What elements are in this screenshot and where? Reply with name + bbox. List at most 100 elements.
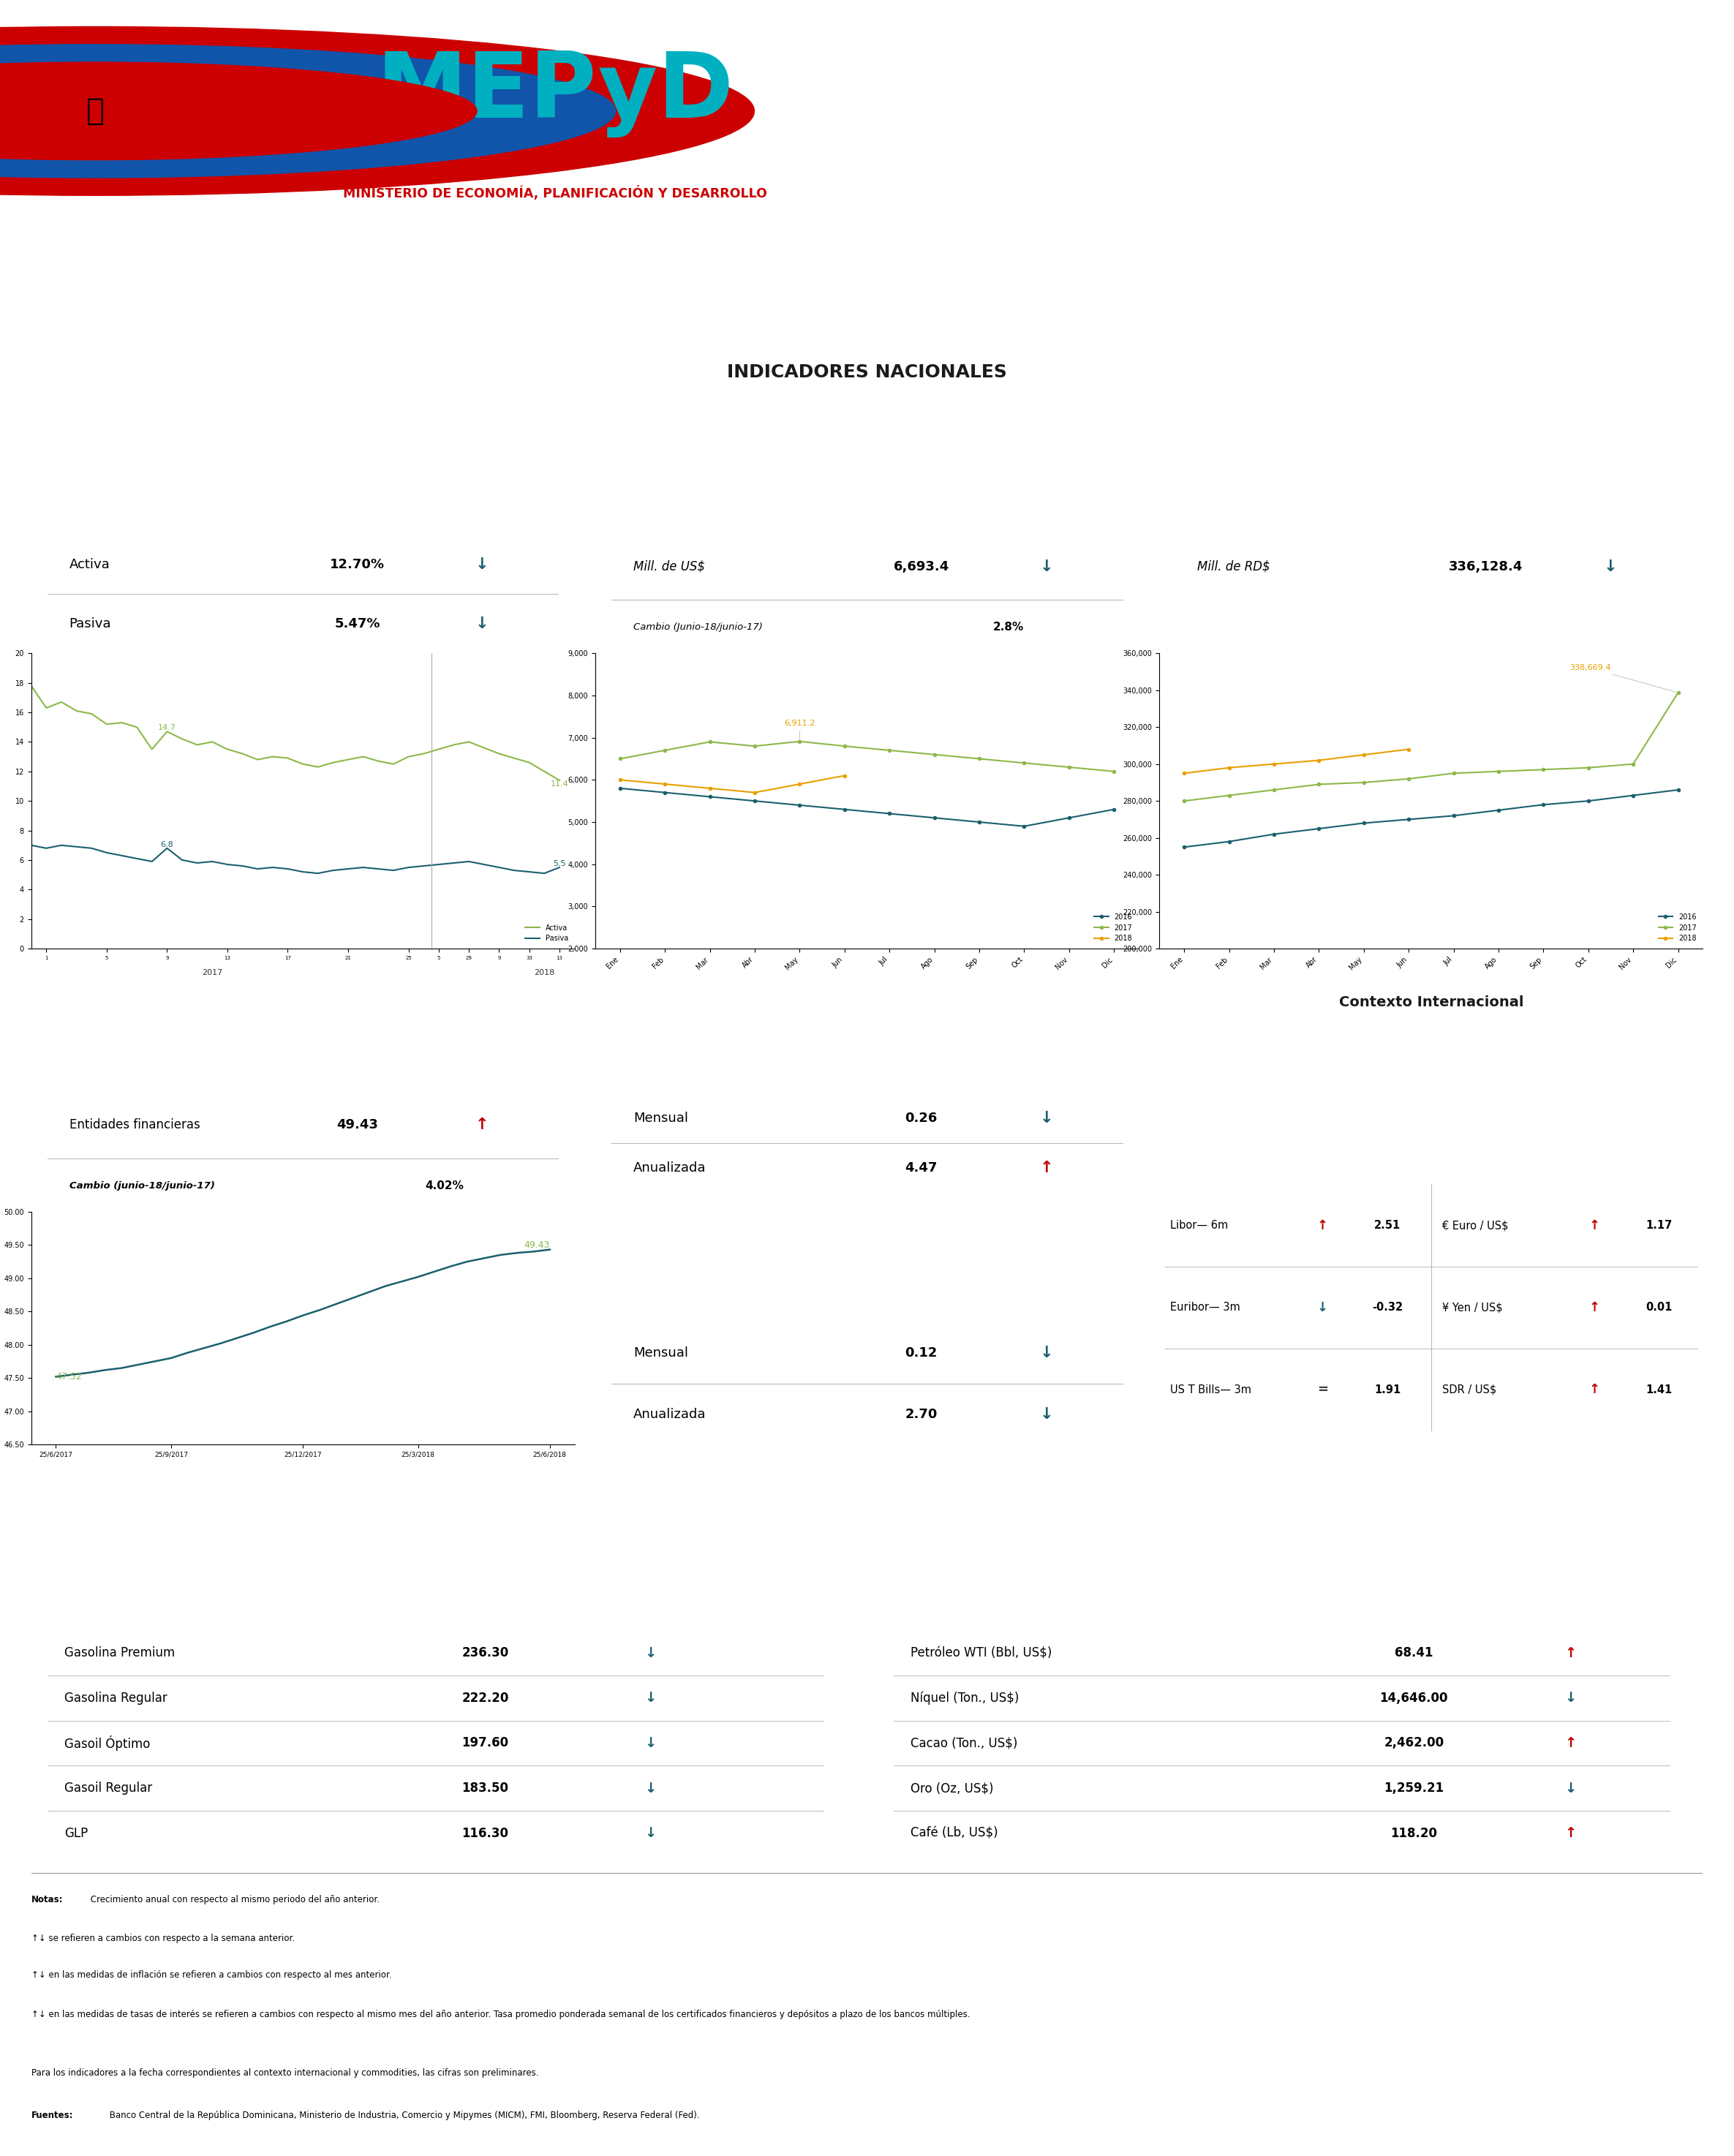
Text: Notas:: Notas: xyxy=(31,1895,62,1904)
Text: 2.51: 2.51 xyxy=(1375,1220,1401,1231)
2016 xyxy=(1264,821,1285,847)
Text: ↓: ↓ xyxy=(645,1736,655,1751)
2016 xyxy=(1398,806,1418,832)
2017 xyxy=(789,729,810,755)
2016 xyxy=(1488,798,1509,824)
Text: 68.41: 68.41 xyxy=(1394,1647,1432,1660)
Text: 14,646.00: 14,646.00 xyxy=(1380,1692,1448,1705)
Text: Indicadores Económicos al  26 de junio de 2018: Indicadores Económicos al 26 de junio de… xyxy=(661,308,1073,328)
Text: 47.52: 47.52 xyxy=(55,1371,81,1382)
Text: 4.47: 4.47 xyxy=(905,1162,938,1175)
2018 xyxy=(744,780,765,806)
2018 xyxy=(1219,755,1240,780)
2018 xyxy=(654,772,675,798)
Text: ↑: ↑ xyxy=(1039,1160,1053,1175)
Circle shape xyxy=(0,26,754,196)
2016 xyxy=(1353,811,1373,837)
Text: UNIDAD ASESORA DE ANÁLISIS ECONÓMICO Y SOCIAL: UNIDAD ASESORA DE ANÁLISIS ECONÓMICO Y S… xyxy=(544,248,1190,270)
2016 xyxy=(699,785,720,811)
Text: Tipos de cambio: Tipos de cambio xyxy=(1521,1080,1623,1093)
Text: Banco Central de la República Dominicana, Ministerio de Industria, Comercio y Mi: Banco Central de la República Dominicana… xyxy=(106,2111,699,2119)
Text: ↑: ↑ xyxy=(1564,1826,1576,1841)
Text: (al 20 de junio de 2018): (al 20 de junio de 2018) xyxy=(1370,498,1491,507)
2016 xyxy=(1668,776,1689,802)
Text: (Mayo 2018): (Mayo 2018) xyxy=(834,1285,900,1296)
Text: 197.60: 197.60 xyxy=(461,1736,508,1751)
2018 xyxy=(1309,748,1330,774)
Text: 222.20: 222.20 xyxy=(461,1692,508,1705)
2016 xyxy=(1443,802,1463,828)
Text: 118.20: 118.20 xyxy=(1391,1826,1437,1839)
Text: 🛡: 🛡 xyxy=(87,95,104,127)
2017 xyxy=(834,733,855,759)
2016 xyxy=(969,808,990,834)
Text: 6,693.4: 6,693.4 xyxy=(893,561,948,573)
Text: ↑: ↑ xyxy=(1316,1218,1328,1231)
2016 xyxy=(1014,813,1035,839)
Text: 2018: 2018 xyxy=(534,970,555,977)
2017 xyxy=(1623,750,1644,776)
2016 xyxy=(1103,796,1124,821)
Text: 49.43: 49.43 xyxy=(524,1240,550,1250)
2017 xyxy=(1309,772,1330,798)
Text: ↓: ↓ xyxy=(1604,558,1618,573)
Text: ↓: ↓ xyxy=(475,556,489,571)
Line: 2016: 2016 xyxy=(1183,789,1680,849)
Text: 11.4: 11.4 xyxy=(550,780,569,787)
Text: ↑↓ se refieren a cambios con respecto a la semana anterior.: ↑↓ se refieren a cambios con respecto a … xyxy=(31,1934,295,1943)
Legend: 2016, 2017, 2018: 2016, 2017, 2018 xyxy=(1656,910,1699,944)
Text: ↑: ↑ xyxy=(1564,1736,1576,1751)
2016 xyxy=(1533,791,1554,817)
2016 xyxy=(789,791,810,817)
Text: 1.41: 1.41 xyxy=(1646,1384,1673,1395)
Text: ↓: ↓ xyxy=(1039,1345,1053,1360)
Circle shape xyxy=(0,63,477,160)
Text: 12.70%: 12.70% xyxy=(329,558,385,571)
Text: 0.01: 0.01 xyxy=(1646,1302,1673,1313)
Text: US T Bills— 3m: US T Bills— 3m xyxy=(1170,1384,1252,1395)
Text: ↑: ↑ xyxy=(1588,1384,1600,1397)
2017 xyxy=(1668,679,1689,705)
Text: 6,911.2: 6,911.2 xyxy=(784,720,815,740)
2017 xyxy=(924,742,945,768)
Text: ↓: ↓ xyxy=(1039,1110,1053,1125)
Text: Mill. de US$: Mill. de US$ xyxy=(633,561,706,573)
Text: € Euro / US$: € Euro / US$ xyxy=(1443,1220,1509,1231)
2016 xyxy=(654,780,675,806)
2017 xyxy=(1264,776,1285,802)
Text: ↑: ↑ xyxy=(475,1117,489,1132)
Line: 2018: 2018 xyxy=(1183,748,1410,774)
Text: Anualizada: Anualizada xyxy=(633,1162,706,1175)
2017 xyxy=(1488,759,1509,785)
2017 xyxy=(1533,757,1554,783)
2016 xyxy=(1219,828,1240,854)
Text: Anualizada: Anualizada xyxy=(633,1408,706,1421)
Text: Medio Circulante (M1): Medio Circulante (M1) xyxy=(1349,444,1514,457)
2017 xyxy=(744,733,765,759)
2017 xyxy=(1059,755,1080,780)
Text: Reservas Internacionales Netas: Reservas Internacionales Netas xyxy=(751,444,983,457)
Line: 2017: 2017 xyxy=(619,740,1115,774)
Text: Euribor— 3m: Euribor— 3m xyxy=(1170,1302,1240,1313)
Text: 2.70: 2.70 xyxy=(905,1408,938,1421)
Text: Pasiva: Pasiva xyxy=(69,617,111,630)
Text: 0.12: 0.12 xyxy=(905,1348,938,1360)
Text: 1.17: 1.17 xyxy=(1646,1220,1673,1231)
Text: Gasolina Premium: Gasolina Premium xyxy=(64,1647,175,1660)
Text: MINISTERIO DE ECONOMÍA, PLANIFICACIÓN Y DESARROLLO: MINISTERIO DE ECONOMÍA, PLANIFICACIÓN Y … xyxy=(343,185,766,201)
2017 xyxy=(1014,750,1035,776)
2017 xyxy=(1578,755,1599,780)
2017 xyxy=(1353,770,1373,796)
Text: 6.8: 6.8 xyxy=(161,841,173,847)
Text: 338,669.4: 338,669.4 xyxy=(1569,664,1677,692)
Text: ¥ Yen / US$: ¥ Yen / US$ xyxy=(1443,1302,1502,1313)
2017 xyxy=(969,746,990,772)
Text: Gasolina Regular: Gasolina Regular xyxy=(64,1692,166,1705)
Text: ↓: ↓ xyxy=(645,1826,655,1841)
Text: Mensual: Mensual xyxy=(633,1348,688,1360)
Text: Petróleo WTI (Bbl, US$): Petróleo WTI (Bbl, US$) xyxy=(910,1647,1053,1660)
2017 xyxy=(654,737,675,763)
Text: 1,259.21: 1,259.21 xyxy=(1384,1781,1444,1794)
Text: Tasas de interés: Tasas de interés xyxy=(1240,1080,1340,1093)
Text: (al 22 de junio de 2018): (al 22 de junio de 2018) xyxy=(243,498,364,507)
